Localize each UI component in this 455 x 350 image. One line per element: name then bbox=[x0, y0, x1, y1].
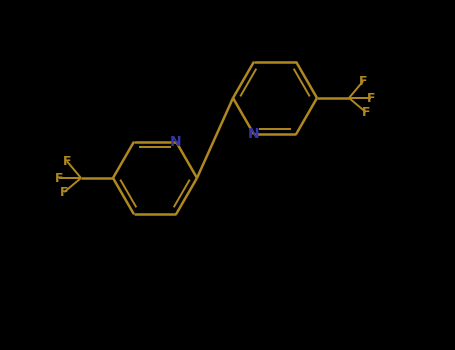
Text: F: F bbox=[367, 91, 375, 105]
Text: F: F bbox=[63, 155, 71, 168]
Text: N: N bbox=[170, 135, 182, 149]
Text: F: F bbox=[55, 172, 63, 184]
Text: N: N bbox=[248, 127, 260, 141]
Text: F: F bbox=[60, 186, 68, 199]
Text: F: F bbox=[359, 75, 367, 88]
Text: F: F bbox=[362, 106, 370, 119]
